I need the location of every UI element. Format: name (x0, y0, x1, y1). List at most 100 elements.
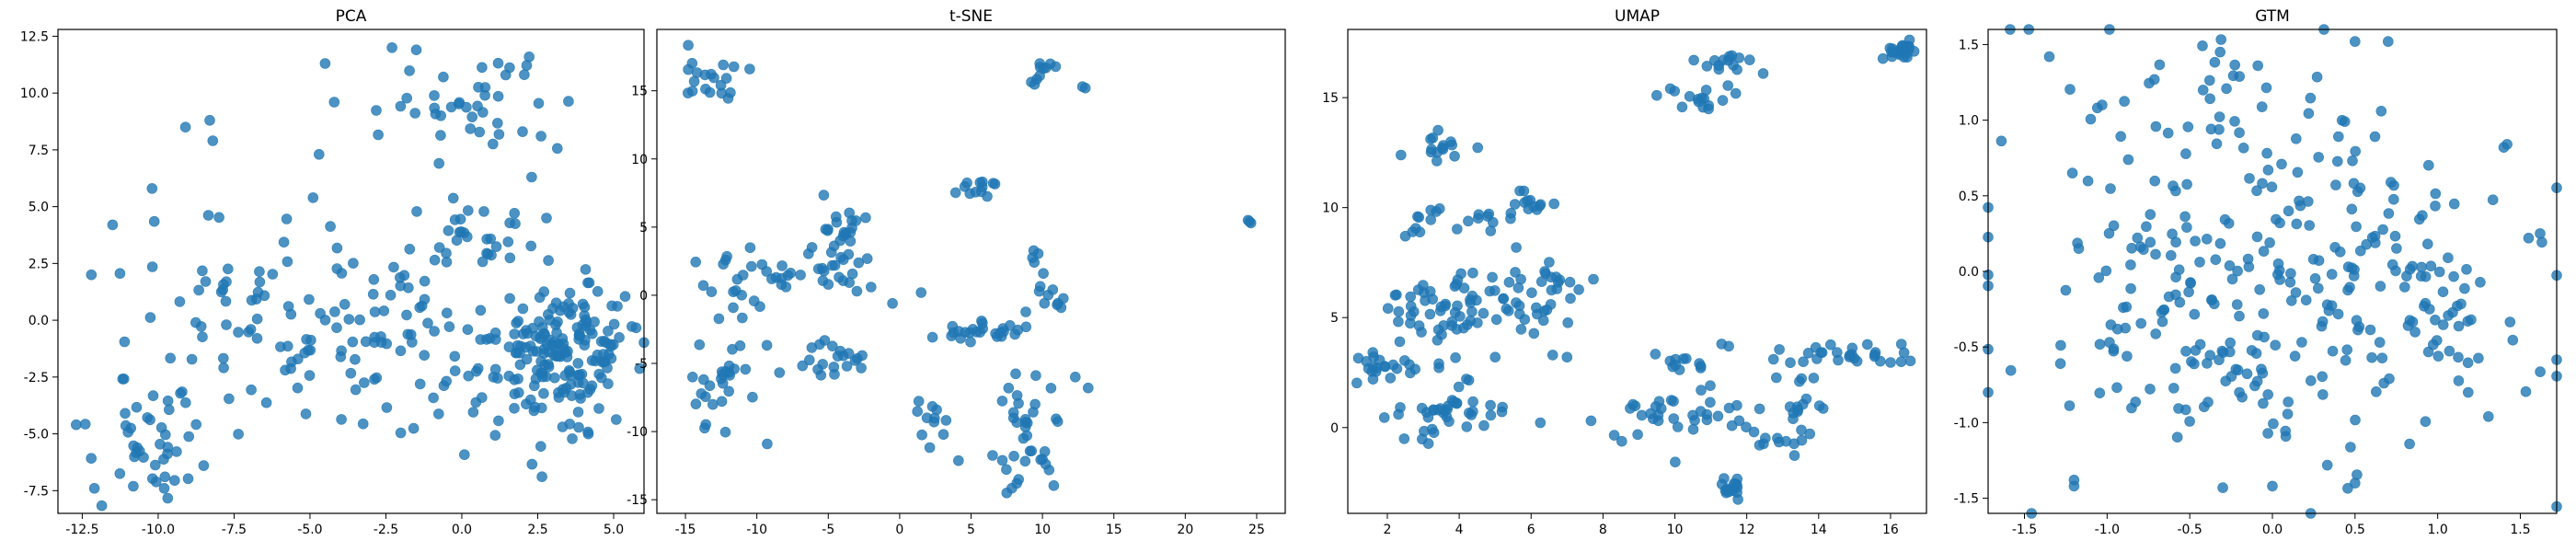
scatter-point (155, 438, 166, 450)
scatter-point (828, 362, 840, 373)
scatter-point (2351, 221, 2362, 233)
scatter-point (2093, 271, 2105, 283)
scatter-point (829, 259, 841, 271)
scatter-point (221, 319, 232, 330)
scatter-point (1705, 380, 1716, 392)
scatter-point (455, 226, 467, 237)
scatter-point (937, 429, 949, 441)
scatter-point (1034, 281, 1046, 293)
scatter-point (989, 178, 1001, 190)
scatter-point (728, 302, 739, 314)
scatter-point (371, 105, 382, 116)
scatter-point (251, 332, 263, 344)
scatter-point (2199, 401, 2210, 413)
scatter-point (1498, 293, 1509, 305)
scatter-point (2339, 116, 2351, 127)
scatter-point (2121, 301, 2133, 313)
scatter-point (2224, 259, 2236, 271)
scatter-point (2273, 265, 2285, 276)
scatter-point (2220, 375, 2231, 387)
scatter-point (1700, 85, 1712, 96)
scatter-point (2125, 259, 2136, 270)
scatter-point (2313, 282, 2324, 294)
scatter-point (525, 240, 537, 252)
scatter-point (512, 373, 523, 385)
scatter-point (441, 375, 453, 387)
scatter-point (812, 363, 823, 375)
scatter-point (1573, 283, 1584, 295)
scatter-point (1450, 351, 1461, 363)
scatter-point (557, 421, 569, 432)
scatter-point (1465, 315, 1477, 327)
scatter-point (2144, 77, 2155, 89)
scatter-point (195, 321, 207, 332)
scatter-point (1888, 46, 1899, 58)
scatter-point (737, 270, 749, 281)
scatter-point (564, 287, 576, 299)
scatter-point (2054, 358, 2066, 370)
scatter-point (354, 314, 365, 326)
x-tick-label: 4 (1455, 523, 1464, 537)
scatter-point (2366, 351, 2377, 363)
scatter-point (2262, 389, 2273, 400)
scatter-point (2423, 159, 2434, 171)
scatter-point (1378, 412, 1390, 423)
scatter-point (719, 426, 731, 438)
scatter-point (2180, 345, 2191, 357)
scatter-point (1007, 407, 1019, 419)
scatter-point (2283, 205, 2294, 217)
scatter-point (1808, 373, 1820, 384)
scatter-point (2066, 167, 2078, 178)
scatter-point (2504, 316, 2516, 328)
scatter-point (603, 326, 614, 337)
scatter-point (466, 111, 478, 122)
x-tick-label: -1.0 (2095, 523, 2120, 537)
scatter-point (478, 206, 489, 217)
scatter-point (700, 84, 711, 95)
scatter-point (1723, 402, 1735, 414)
scatter-point (2244, 173, 2255, 184)
scatter-point (2184, 416, 2195, 427)
scatter-point (2202, 233, 2213, 245)
scatter-point (1877, 52, 1889, 64)
scatter-point (1785, 357, 1796, 369)
scatter-point (1052, 416, 1064, 428)
scatter-point (583, 277, 595, 289)
scatter-point (1705, 397, 1716, 408)
scatter-point (1825, 339, 1836, 351)
scatter-point (1385, 373, 1397, 384)
scatter-point (360, 336, 372, 348)
scatter-point (1510, 267, 1521, 278)
scatter-point (2444, 345, 2455, 357)
scatter-point (1730, 87, 1742, 99)
scatter-point (614, 331, 625, 343)
scatter-point (565, 309, 577, 320)
scatter-point (519, 69, 530, 80)
scatter-point (2234, 71, 2245, 82)
scatter-point (2375, 106, 2387, 117)
scatter-point (2162, 127, 2174, 139)
scatter-point (1712, 410, 1724, 422)
scatter-point (462, 205, 474, 216)
scatter-point (1438, 140, 1449, 151)
scatter-point (2317, 371, 2328, 383)
scatter-point (180, 397, 191, 408)
scatter-point (2345, 442, 2356, 453)
scatter-point (114, 268, 126, 280)
scatter-point (2108, 345, 2120, 357)
scatter-point (120, 420, 132, 431)
scatter-point (736, 289, 748, 301)
axes-frame (1347, 29, 1927, 514)
x-tick-label: 8 (1599, 523, 1607, 537)
x-tick-label: -10 (746, 523, 767, 537)
scatter-point (395, 345, 407, 357)
scatter-point (348, 258, 359, 269)
scatter-point (2103, 227, 2115, 239)
scatter-point (183, 431, 194, 443)
scatter-point (2183, 286, 2194, 298)
scatter-point (2221, 83, 2232, 95)
scatter-point (537, 371, 548, 383)
y-tick-label: 5 (1330, 311, 1339, 326)
scatter-point (462, 324, 474, 336)
scatter-point (2250, 348, 2262, 359)
